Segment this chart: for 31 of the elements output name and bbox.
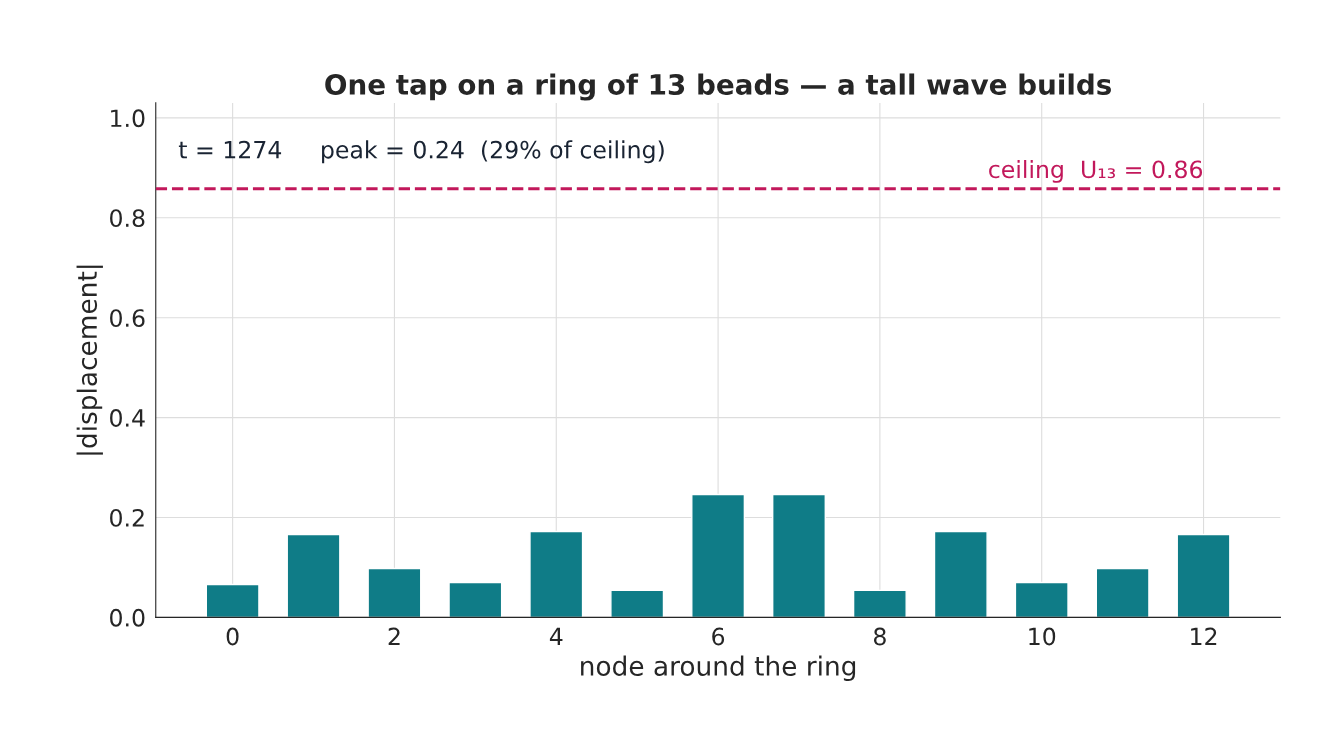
- bar: [367, 567, 422, 618]
- y-tick-label: 0.0: [110, 608, 145, 627]
- bar: [1095, 567, 1150, 618]
- y-tick-label: 0.2: [110, 508, 144, 527]
- y-tick-label: 1.0: [111, 109, 145, 128]
- x-axis-title: node around the ring: [581, 655, 856, 682]
- ref-line-label: ceiling U₁₃ = 0.86: [989, 159, 1203, 183]
- bar: [691, 493, 746, 618]
- x-tick-label: 10: [1029, 627, 1056, 646]
- x-tick-label: 6: [712, 627, 725, 646]
- bar: [933, 530, 988, 618]
- x-tick-label: 4: [549, 627, 563, 646]
- x-tick-label: 8: [873, 627, 886, 646]
- bar: [205, 583, 260, 618]
- bar: [771, 493, 826, 618]
- annotation: t = 1274 peak = 0.24 (29% of ceiling): [178, 140, 664, 164]
- x-tick-label: 12: [1191, 627, 1217, 646]
- bar: [852, 589, 907, 618]
- y-tick-label: 0.6: [110, 309, 145, 327]
- chart-title: One tap on a ring of 13 beads — a tall wave builds: [325, 73, 1111, 101]
- x-tick-label: 2: [388, 627, 400, 646]
- x-tick-label: 0: [226, 627, 239, 646]
- bar: [1176, 533, 1231, 618]
- bar: [1014, 581, 1069, 618]
- bar: [610, 589, 665, 618]
- y-axis-title: |displacement|: [76, 265, 103, 455]
- y-tick-label: 0.8: [110, 209, 145, 228]
- bar: [529, 530, 584, 618]
- y-tick-label: 0.4: [110, 409, 145, 427]
- bar: [286, 533, 341, 618]
- bar: [448, 581, 503, 618]
